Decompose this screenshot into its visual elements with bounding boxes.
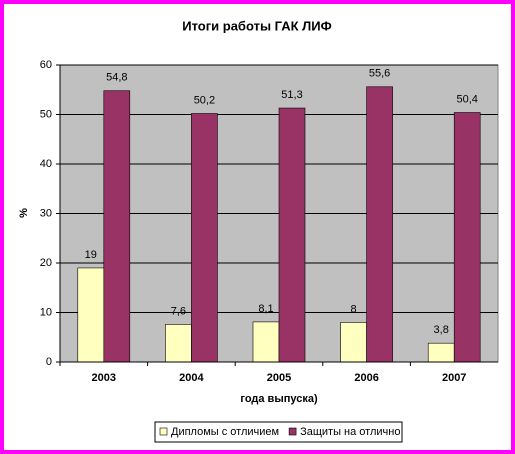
x-axis-label: года выпуска) (240, 393, 318, 405)
bar (103, 90, 131, 363)
x-tick-label: 2005 (267, 372, 291, 384)
value-label: 8,1 (258, 303, 273, 315)
y-tick-label: 30 (40, 207, 52, 219)
bar (165, 324, 192, 363)
legend-swatch (159, 427, 168, 436)
bar (366, 86, 393, 363)
value-label: 54,8 (106, 72, 127, 84)
value-label: 51,3 (281, 89, 302, 101)
bar (77, 267, 105, 363)
y-tick-label: 10 (40, 306, 52, 318)
bar (340, 322, 367, 363)
bar (427, 342, 455, 363)
y-tick-label: 0 (46, 356, 52, 368)
chart-title: Итоги работы ГАК ЛИФ (182, 18, 331, 33)
legend-box (154, 421, 403, 443)
y-tick-label: 20 (40, 257, 52, 269)
value-label: 7,6 (171, 305, 186, 317)
legend-label: Защиты на отлично (300, 426, 400, 438)
value-label: 8 (351, 303, 357, 315)
legend-swatch (288, 427, 297, 436)
x-tick-label: 2006 (354, 372, 378, 384)
value-label: 50,4 (456, 93, 477, 105)
bar (453, 112, 481, 363)
x-tick-label: 2004 (179, 372, 204, 384)
value-label: 50,2 (194, 94, 215, 106)
value-label: 55,6 (369, 68, 390, 80)
x-tick-label: 2003 (92, 372, 116, 384)
y-tick-label: 40 (40, 158, 52, 170)
legend-label: Дипломы с отличием (171, 426, 279, 438)
y-tick-label: 60 (40, 59, 52, 71)
y-tick-label: 50 (40, 108, 52, 120)
x-tick-label: 2007 (442, 372, 466, 384)
y-axis-label: % (18, 208, 30, 218)
bar (278, 107, 306, 363)
value-label: 3,8 (434, 324, 449, 336)
bar (252, 321, 280, 363)
bar (191, 113, 218, 363)
value-label: 19 (85, 249, 97, 261)
